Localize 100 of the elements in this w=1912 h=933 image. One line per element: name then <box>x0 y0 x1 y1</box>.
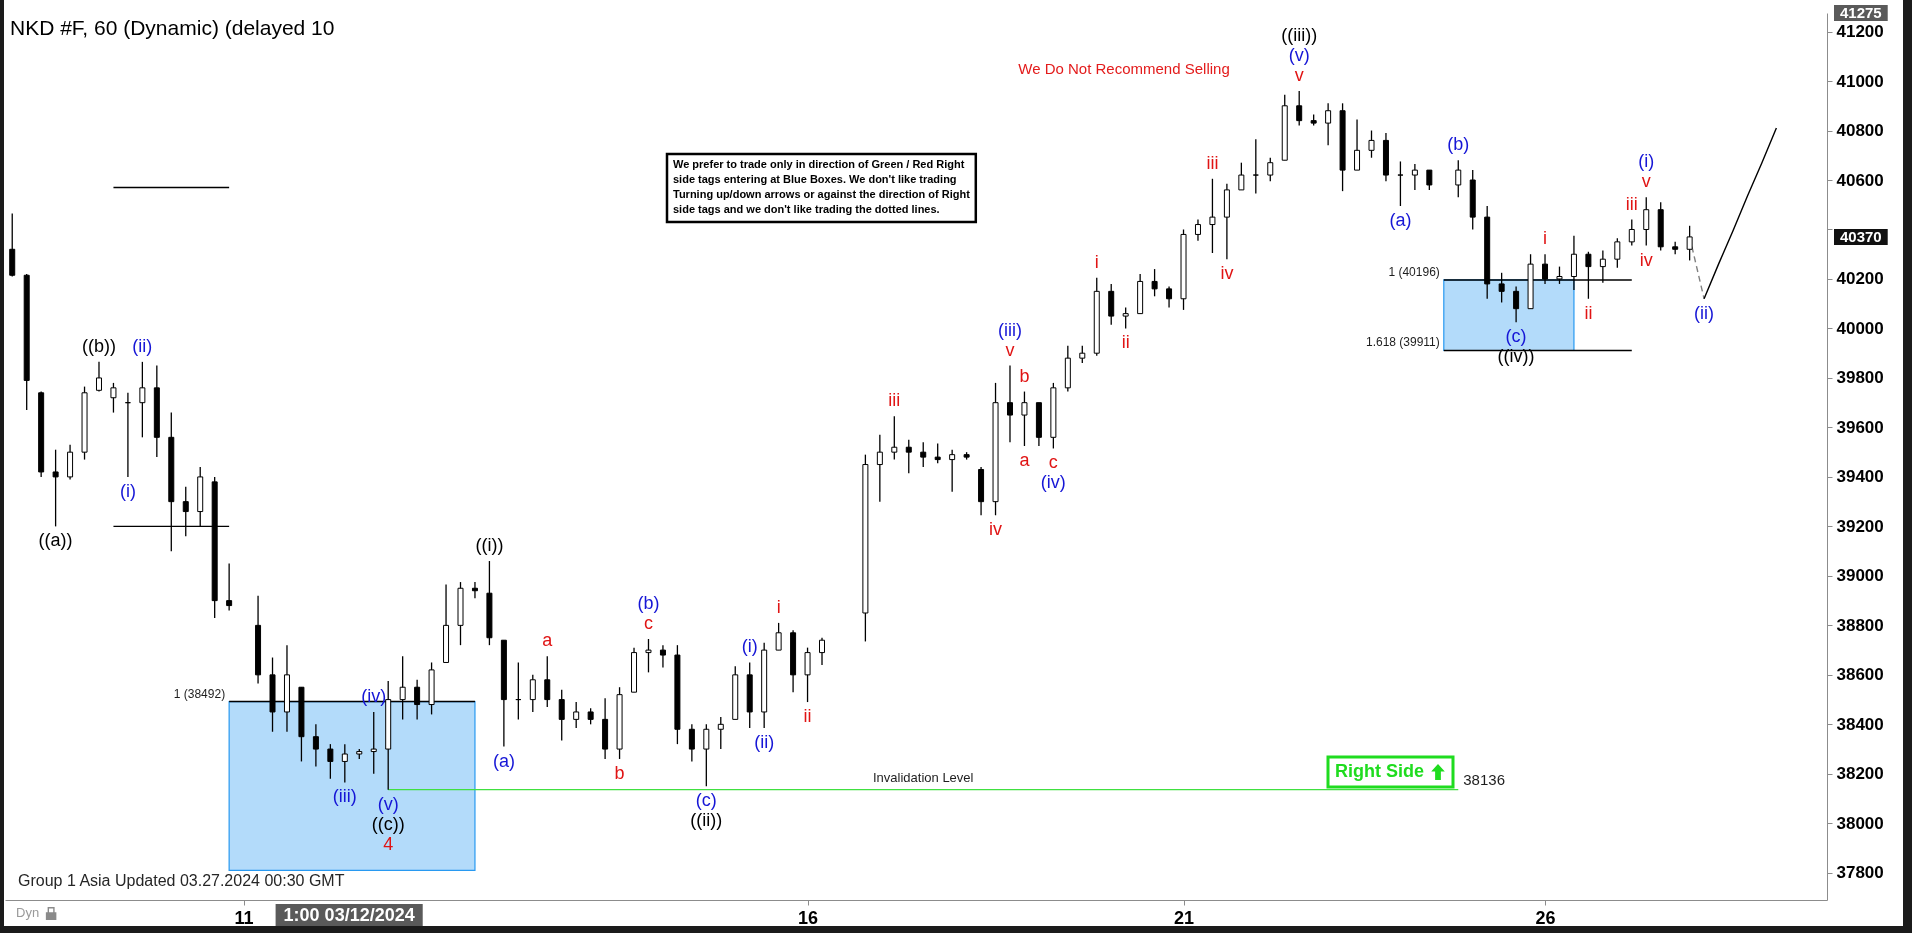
candlestick <box>1296 90 1303 127</box>
candlestick <box>312 723 319 768</box>
candlestick <box>1411 163 1418 191</box>
candlestick <box>95 361 102 393</box>
candlestick <box>1397 160 1404 207</box>
annotation: ((iii)) <box>1281 24 1318 45</box>
candlestick <box>775 622 782 651</box>
candlestick <box>920 441 927 468</box>
annotation: iv <box>989 519 1003 540</box>
candlestick <box>1122 306 1129 330</box>
annotation: a <box>542 630 554 651</box>
y-tick-label: 41200 <box>1836 22 1884 42</box>
candlestick <box>471 581 478 599</box>
annotation: i <box>776 596 781 617</box>
annotation: b <box>1019 365 1030 386</box>
annotation: (b) <box>1447 134 1470 155</box>
candlestick <box>1354 118 1361 171</box>
annotation: c <box>643 612 653 633</box>
y-tick-label: 38200 <box>1836 764 1884 784</box>
candlestick <box>370 711 377 775</box>
annotation: (a) <box>492 750 515 771</box>
candlestick <box>529 674 536 713</box>
annotation: (v) <box>377 793 399 814</box>
candlestick <box>1209 178 1216 254</box>
annotation: (ii) <box>754 732 775 753</box>
annotation: (i) <box>119 480 136 501</box>
candlestick <box>1686 225 1693 262</box>
candlestick <box>804 646 811 703</box>
candlestick <box>1455 159 1462 198</box>
annotation: (ii) <box>1694 302 1715 323</box>
annotation: ii <box>803 706 812 727</box>
y-tick-label: 39400 <box>1836 467 1884 487</box>
y-tick-label: 38000 <box>1836 813 1884 833</box>
annotation: Right Side <box>1335 761 1424 781</box>
y-tick-label: 38400 <box>1836 714 1884 734</box>
candlestick <box>1194 218 1201 242</box>
annotation: v <box>1294 64 1304 85</box>
y-tick-label: 38600 <box>1836 665 1884 685</box>
candlestick <box>1166 285 1173 309</box>
annotation: iv <box>1639 249 1653 270</box>
candlestick <box>110 382 117 414</box>
annotation: (i) <box>741 636 758 657</box>
candlestick <box>1368 129 1375 159</box>
x-tick-label: 11 <box>234 907 254 928</box>
annotation: (c) <box>1505 326 1527 347</box>
annotation: 4 <box>383 833 394 854</box>
annotation: ii <box>1121 332 1130 353</box>
candlestick <box>1628 218 1635 247</box>
candlestick <box>327 743 334 780</box>
annotation: (iii) <box>332 786 357 807</box>
x-tick-label: 26 <box>1535 907 1556 928</box>
candlestick <box>1238 162 1245 191</box>
annotation: ((c)) <box>371 813 405 834</box>
x-tick-label: 21 <box>1174 907 1195 928</box>
y-tick-label: 41000 <box>1836 71 1884 91</box>
candlestick <box>52 449 59 528</box>
y-tick-label: 39800 <box>1836 368 1884 388</box>
annotation: iii <box>1206 152 1219 173</box>
candlestick <box>1513 285 1520 323</box>
annotation: (i) <box>1638 151 1655 172</box>
candlestick <box>226 562 233 612</box>
annotation: Group 1 Asia Updated 03.27.2024 00:30 GMT <box>18 872 345 889</box>
candlestick <box>1614 237 1621 269</box>
text: Dyn <box>16 905 40 920</box>
y-tick-label: 39200 <box>1836 516 1884 536</box>
annotation: a <box>1019 449 1031 470</box>
candlestick <box>659 644 666 669</box>
x-tick-label: 16 <box>798 907 819 928</box>
y-tick-label: 39600 <box>1836 417 1884 437</box>
candlestick <box>876 434 883 503</box>
series-label: 1 (38492) <box>173 686 226 701</box>
annotation: ((ii)) <box>690 810 723 831</box>
series-label: Invalidation Level <box>873 769 974 785</box>
y-tick-label: 40800 <box>1836 121 1884 141</box>
candlestick <box>558 689 565 742</box>
annotation: ((iv)) <box>1497 346 1535 367</box>
candlestick <box>934 442 941 464</box>
annotation: iv <box>1220 263 1234 284</box>
candlestick <box>1006 364 1013 443</box>
annotation: v <box>1005 339 1015 360</box>
annotation: We prefer to trade only in direction of Green / Red Right side tags entering at Blue Boxes. We don't like trading Turning up/down arrows or against the direction of Right side tags and we don't like trading the dotted lines. <box>673 158 971 215</box>
annotation: (c) <box>695 790 717 811</box>
candlestick <box>819 637 826 666</box>
annotation: (iii) <box>997 319 1022 340</box>
candlestick <box>1325 102 1332 147</box>
text: 41275 <box>1840 4 1882 21</box>
annotation: c <box>1048 452 1058 473</box>
series-label: 1 (40196) <box>1388 264 1440 279</box>
annotation: (ii) <box>132 335 153 356</box>
candlestick <box>341 743 348 784</box>
y-tick-label: 40200 <box>1836 269 1884 289</box>
candlestick <box>1252 138 1259 195</box>
y-tick-label: 40000 <box>1836 318 1884 338</box>
candlestick <box>949 449 956 493</box>
candlestick <box>891 415 898 461</box>
annotation: b <box>614 762 625 783</box>
text: 1:00 03/12/2024 <box>283 905 415 925</box>
candlestick <box>544 655 551 708</box>
candlestick <box>688 723 695 763</box>
annotation: iii <box>888 390 901 411</box>
